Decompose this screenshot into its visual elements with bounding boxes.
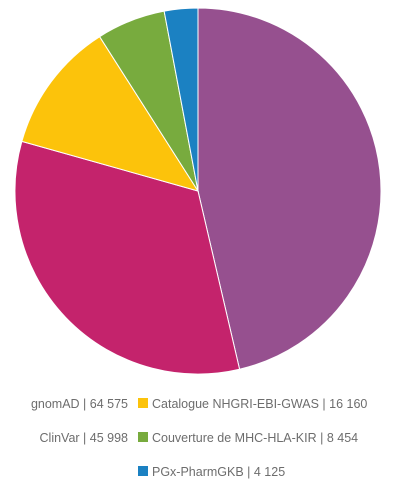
legend-swatch-2 bbox=[138, 398, 148, 408]
pie-slice-4 bbox=[163, 7, 199, 192]
pie-slice-0 bbox=[197, 7, 382, 370]
legend-label-3: Couverture de MHC-HLA-KIR | 8 454 bbox=[152, 431, 358, 445]
legend-label-4: PGx-PharmGKB | 4 125 bbox=[152, 465, 285, 479]
pie-slice-1 bbox=[14, 140, 241, 375]
pie-slice-2 bbox=[21, 35, 200, 192]
legend-label-1: ClinVar | 45 998 bbox=[40, 431, 129, 445]
chart-legend: gnomAD | 64 575 ClinVar | 45 998 Catalogue… bbox=[31, 397, 367, 479]
legend-swatch-3 bbox=[138, 432, 148, 442]
legend-swatch-4 bbox=[138, 466, 148, 476]
legend-label-2: Catalogue NHGRI-EBI-GWAS | 16 160 bbox=[152, 397, 367, 411]
legend-label-0: gnomAD | 64 575 bbox=[31, 397, 128, 411]
pie-slices bbox=[14, 7, 382, 375]
